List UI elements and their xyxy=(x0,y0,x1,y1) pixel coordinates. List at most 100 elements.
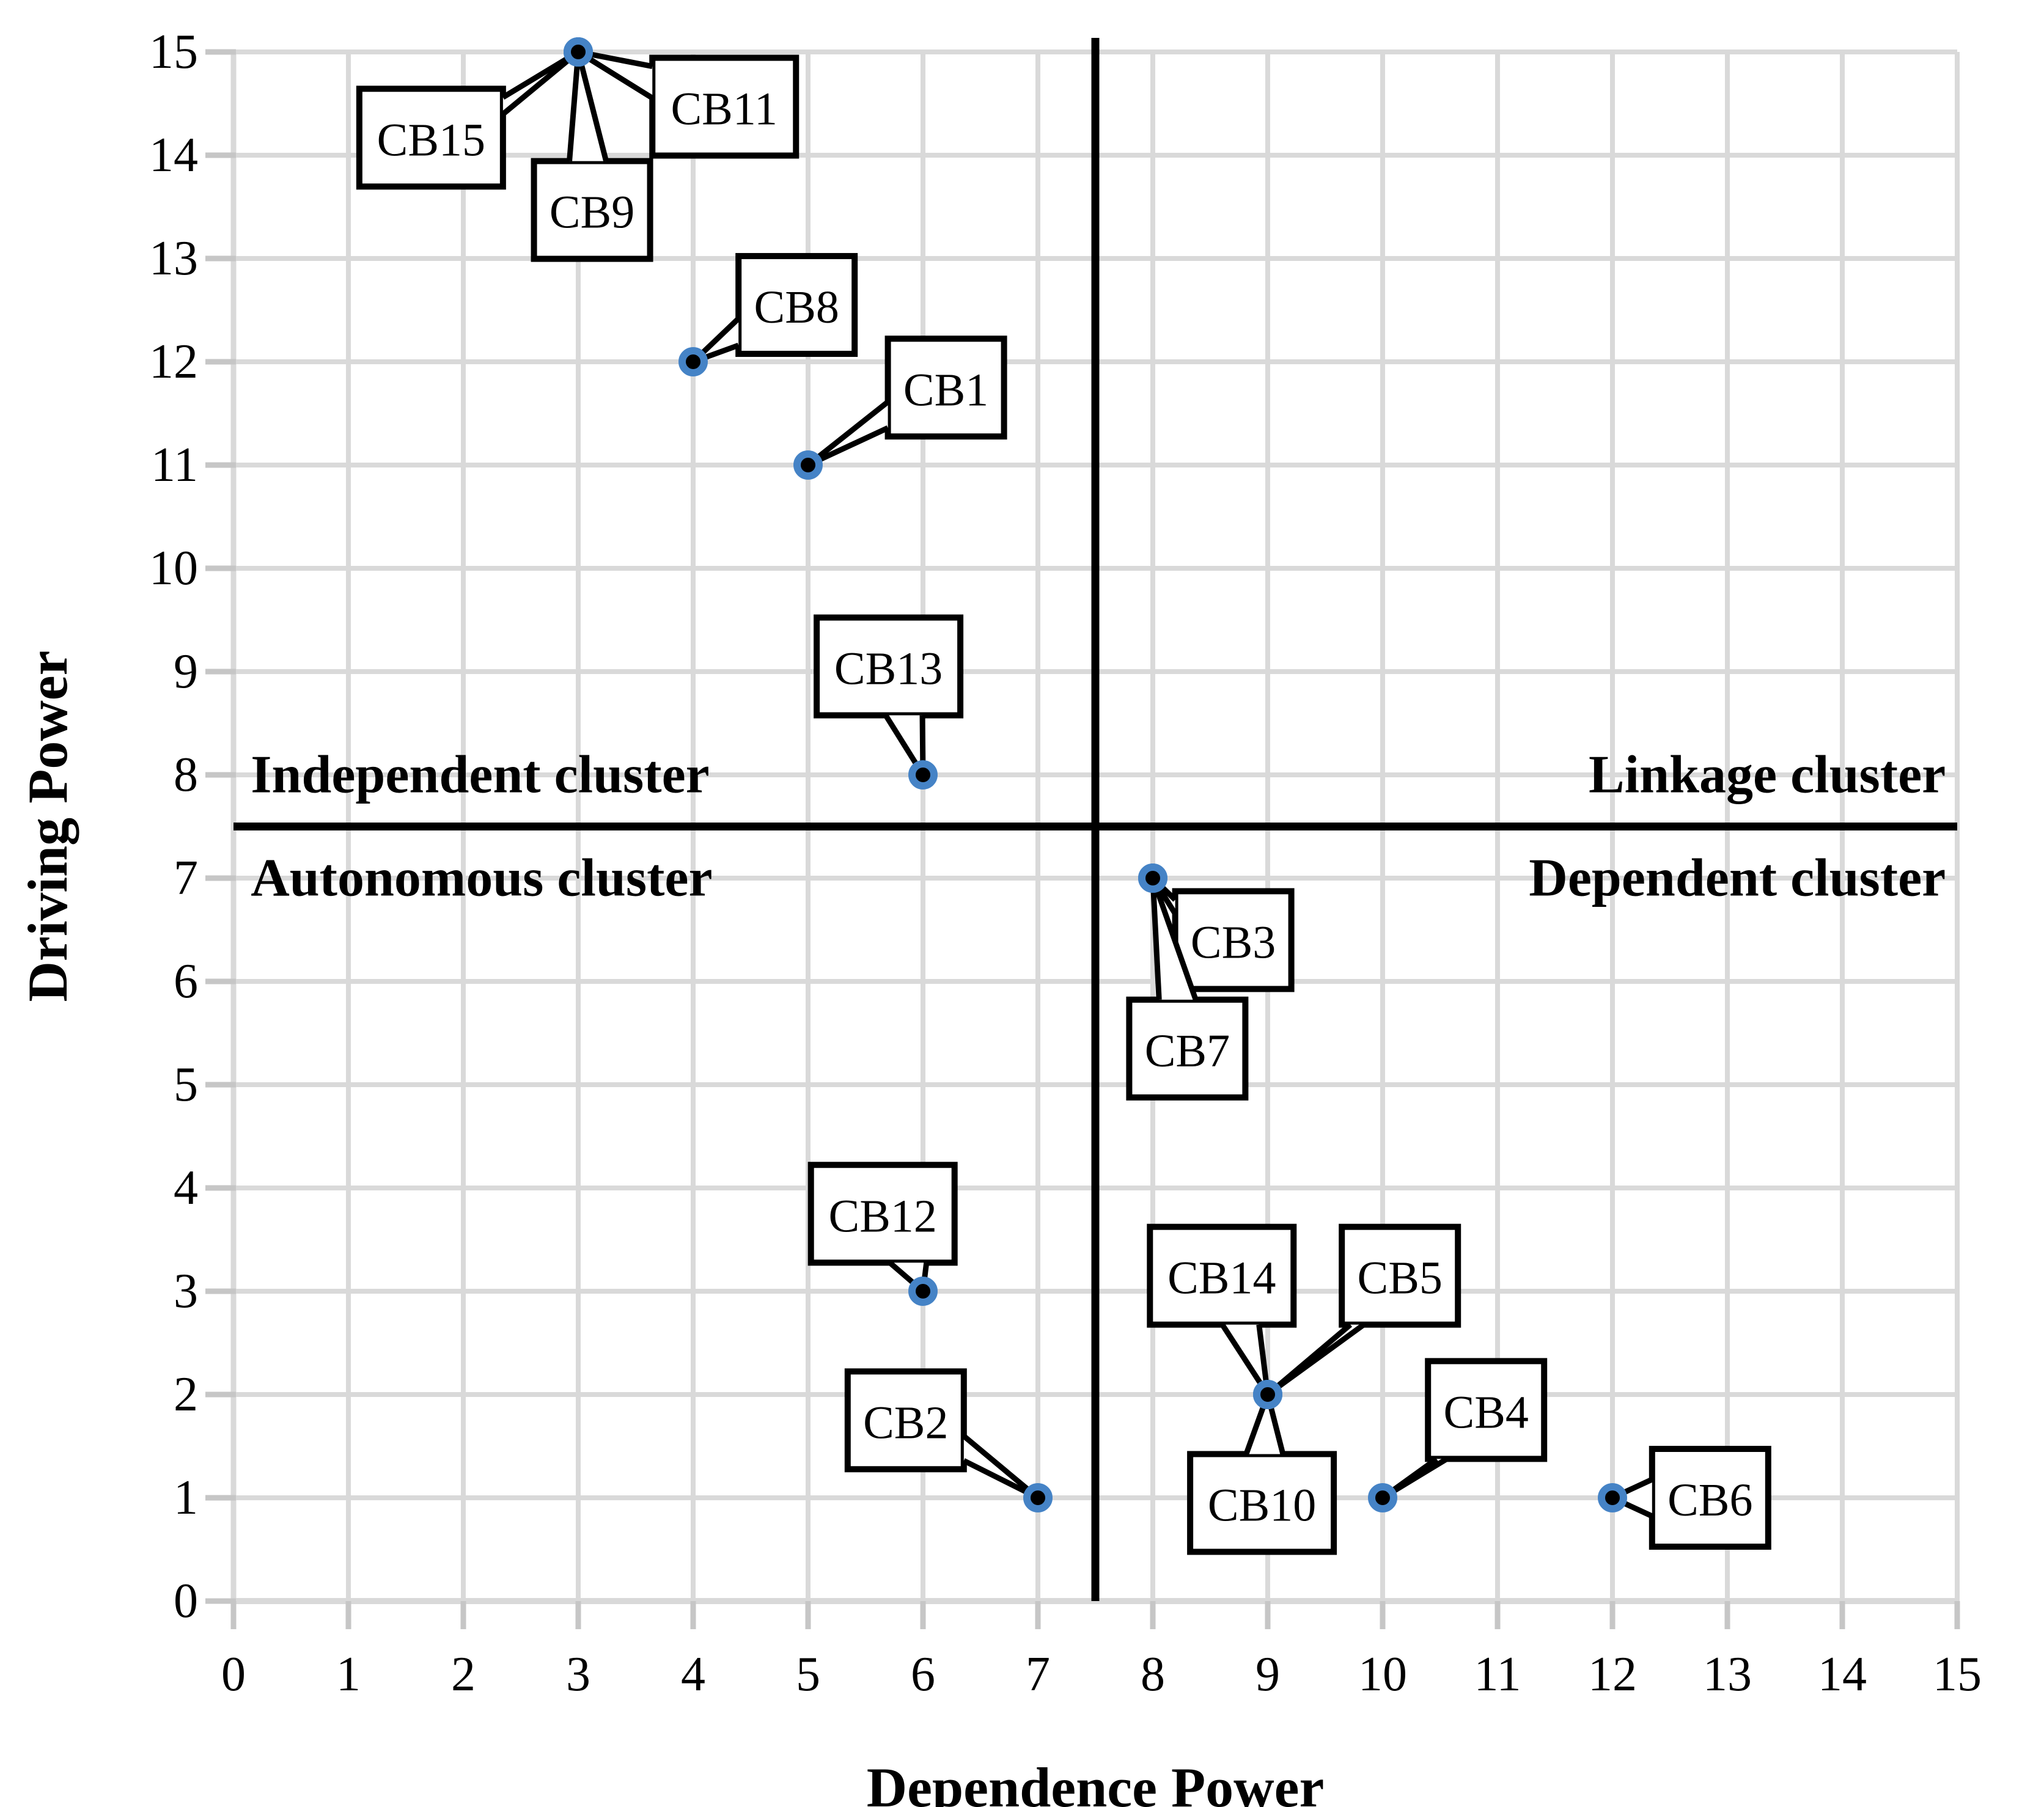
callout-box xyxy=(1339,1223,1461,1328)
x-tick-label: 10 xyxy=(1358,1648,1407,1701)
callout-label: CB4 xyxy=(1444,1387,1529,1438)
callout-cb6: CB6 xyxy=(1611,1446,1771,1550)
callout-cb10: CB10 xyxy=(1187,1393,1337,1555)
callout-box xyxy=(1126,996,1249,1101)
y-tick-label: 15 xyxy=(149,25,198,79)
callout-leader-line xyxy=(1150,877,1199,1001)
callout-box xyxy=(735,253,858,357)
callout-label: CB13 xyxy=(834,643,943,695)
y-tick-label: 5 xyxy=(174,1058,198,1112)
callout-cb11: CB11 xyxy=(576,49,800,159)
callout-label: CB15 xyxy=(377,114,485,166)
callout-label: CB14 xyxy=(1167,1253,1276,1304)
callout-cb7: CB7 xyxy=(1126,877,1249,1101)
cluster-label-autonomous: Autonomous cluster xyxy=(251,849,712,908)
x-tick-label: 5 xyxy=(796,1648,820,1701)
callout-label: CB1 xyxy=(903,364,988,416)
data-point-marker-cb10 xyxy=(1253,1380,1282,1409)
callout-cb12: CB12 xyxy=(807,1162,958,1294)
callout-label: CB2 xyxy=(863,1397,948,1448)
data-point-marker-cb2 xyxy=(1023,1483,1053,1512)
data-point-marker-cb12 xyxy=(908,1277,938,1306)
x-tick-label: 12 xyxy=(1588,1648,1637,1701)
x-tick-label: 0 xyxy=(221,1648,246,1701)
tick-label-layer: 0 1 2 3 4 5 6 7 8 9 10 11 12 13 14 15012345678910111213… xyxy=(149,25,1982,1701)
x-tick-label: 6 xyxy=(911,1648,935,1701)
callout-leader-notch xyxy=(1246,1395,1283,1454)
x-tick-label: 14 xyxy=(1818,1648,1867,1701)
cluster-label-linkage: Linkage cluster xyxy=(1589,746,1946,805)
x-tick-label: 9 xyxy=(1255,1648,1280,1701)
y-tick-label: 4 xyxy=(174,1161,198,1215)
x-tick-label: 3 xyxy=(566,1648,590,1701)
x-tick-label: 1 xyxy=(336,1648,361,1701)
callout-leader-line xyxy=(567,51,581,161)
callout-leader-notch xyxy=(1612,1479,1652,1516)
x-tick-label: 7 xyxy=(1026,1648,1050,1701)
tick-layer xyxy=(205,49,1960,1629)
callout-leader-line xyxy=(806,400,890,467)
callout-label: CB10 xyxy=(1208,1479,1316,1531)
x-tick-label: 11 xyxy=(1474,1648,1521,1701)
data-point-marker-cb1 xyxy=(793,450,823,480)
callout-label: CB3 xyxy=(1191,917,1276,968)
callout-leader-line xyxy=(501,49,580,117)
y-tick-label: 7 xyxy=(174,851,198,905)
data-point-marker-cb8 xyxy=(678,347,708,376)
cluster-label-dependent: Dependent cluster xyxy=(1529,849,1946,908)
cluster-label-layer: Independent cluster Linkage cluster Autono… xyxy=(251,746,1946,908)
callout-label: CB11 xyxy=(671,84,778,135)
callout-cb3: CB3 xyxy=(1150,876,1295,992)
callout-cb14: CB14 xyxy=(1147,1223,1297,1396)
y-tick-label: 9 xyxy=(174,645,198,698)
callout-label: CB5 xyxy=(1358,1253,1443,1304)
callout-box xyxy=(844,1368,967,1473)
data-point-marker-cb6 xyxy=(1598,1483,1627,1512)
x-tick-label: 13 xyxy=(1703,1648,1752,1701)
y-tick-label: 11 xyxy=(151,438,198,492)
callout-box xyxy=(807,1162,958,1266)
y-tick-label: 10 xyxy=(149,541,198,595)
callout-cb9: CB9 xyxy=(531,51,653,262)
y-tick-label: 8 xyxy=(174,748,198,802)
y-tick-label: 12 xyxy=(149,335,198,389)
callout-box xyxy=(1147,1223,1297,1328)
y-tick-label: 6 xyxy=(174,955,198,1008)
callout-cb13: CB13 xyxy=(814,614,964,777)
callout-leader-line xyxy=(961,1434,1040,1500)
callout-cb1: CB1 xyxy=(806,335,1007,468)
y-tick-label: 14 xyxy=(149,128,198,182)
callout-leader-line xyxy=(1150,878,1162,1000)
callout-label: CB6 xyxy=(1667,1475,1752,1526)
y-tick-label: 0 xyxy=(174,1574,198,1628)
callout-layer: CB15 CB9 CB11 CB8 CB1 CB13 CB3 CB7 CB12 CB2 CB14 CB… xyxy=(356,49,1771,1555)
x-axis-title: Dependence Power xyxy=(867,1756,1325,1807)
y-tick-label: 13 xyxy=(149,232,198,285)
callout-label: CB9 xyxy=(550,187,634,238)
callout-cb15: CB15 xyxy=(356,49,580,190)
callout-cb4: CB4 xyxy=(1381,1358,1548,1500)
callout-label: CB8 xyxy=(754,282,839,333)
y-tick-label: 2 xyxy=(174,1368,198,1421)
callout-box xyxy=(1425,1358,1548,1462)
data-point-marker-cb13 xyxy=(908,760,938,790)
callout-box xyxy=(649,54,800,159)
callout-cb2: CB2 xyxy=(844,1368,1040,1501)
callout-leader-line xyxy=(1266,1322,1366,1397)
quadrant-divider-layer xyxy=(233,38,1957,1601)
callout-leader-line xyxy=(575,51,609,162)
x-tick-label: 2 xyxy=(451,1648,476,1701)
x-tick-label: 15 xyxy=(1933,1648,1982,1701)
y-tick-label: 3 xyxy=(174,1264,198,1318)
cluster-label-independent: Independent cluster xyxy=(251,746,709,805)
y-axis-title: Driving Power xyxy=(17,651,79,1002)
callout-box xyxy=(356,86,506,190)
x-tick-label: 8 xyxy=(1141,1648,1165,1701)
y-tick-label: 1 xyxy=(174,1471,198,1525)
data-point-marker-cb11 xyxy=(564,37,593,67)
data-point-layer xyxy=(564,37,1627,1512)
data-point-marker-cb7 xyxy=(1138,863,1167,893)
data-point-marker-cb4 xyxy=(1368,1483,1397,1512)
